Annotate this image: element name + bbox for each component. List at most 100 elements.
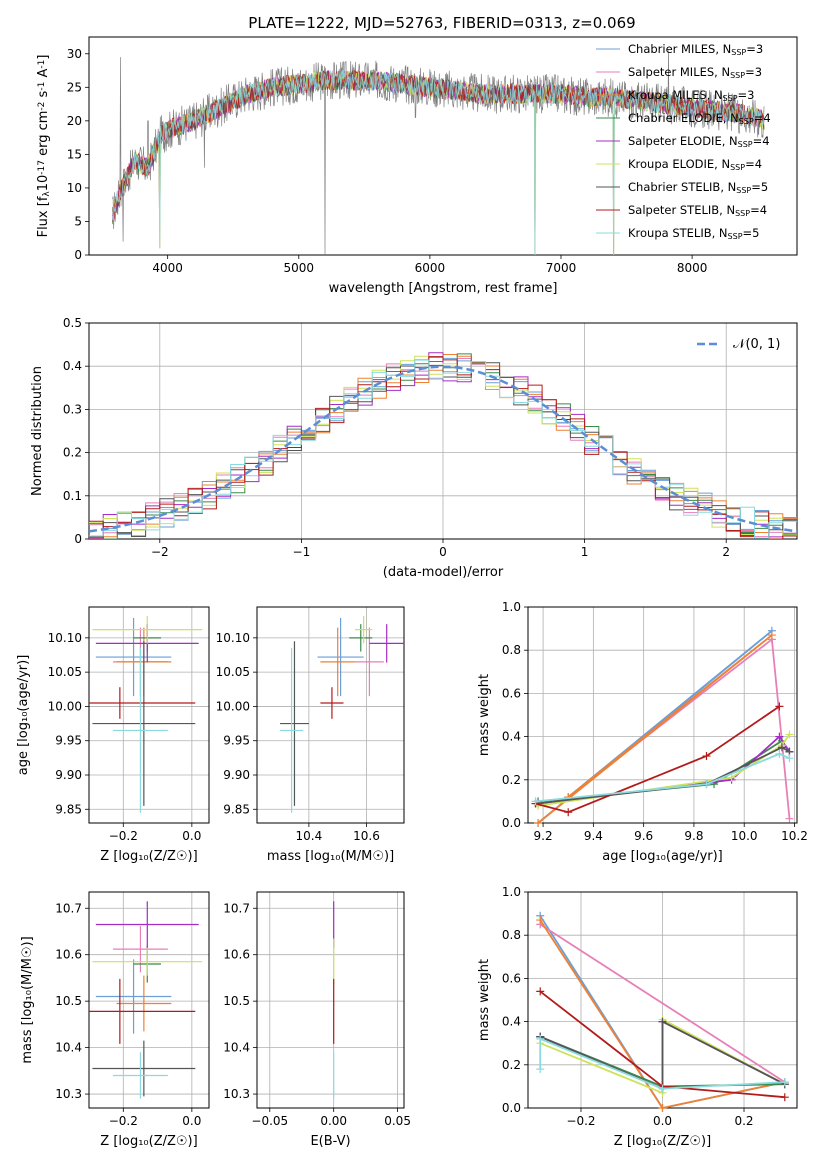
legend-label-value: =3 xyxy=(745,65,762,79)
y-tick-label: 9.95 xyxy=(55,734,82,748)
legend-label-main: Chabrier STELIB, N xyxy=(628,180,736,194)
x-axis-label: Z [log₁₀(Z/Z☉)] xyxy=(100,849,197,864)
x-axis-label: age [log₁₀(age/yr)] xyxy=(602,849,723,864)
legend-label: Salpeter MILES, NSSP=3 xyxy=(628,65,762,80)
y-tick-label: 10.6 xyxy=(223,948,250,962)
weight-point-marker xyxy=(534,819,543,827)
x-tick-label: 0 xyxy=(439,545,447,559)
legend-label: Salpeter STELIB, NSSP=4 xyxy=(628,203,767,218)
y-axis-label-part: -17 xyxy=(37,160,47,175)
age-vs-mass-panel: 10.4 10.6 9.85 9.90 9.95 10.00 10.05 10.10 mass … xyxy=(216,606,405,864)
y-tick-label: 0.1 xyxy=(63,489,82,503)
y-axis-label-part: A xyxy=(36,69,51,82)
y-tick-label: 0 xyxy=(74,248,82,262)
residuals-panel: −2 −1 0 1 2 0 0.1 0.2 0.3 0.4 0.5 (data-model)/erro… xyxy=(30,316,798,580)
y-tick-label: 9.85 xyxy=(223,802,250,816)
y-axis-label-part: Flux [f xyxy=(36,196,51,237)
x-tick-label: 5000 xyxy=(284,261,315,275)
weight-point-marker xyxy=(536,916,545,925)
x-tick-label: 6000 xyxy=(415,261,446,275)
weight-series-line xyxy=(537,733,791,807)
y-axis-label-part: -2 xyxy=(37,102,47,111)
legend-label-value: =5 xyxy=(743,226,760,240)
y-axis-label-part: λ xyxy=(42,191,52,197)
legend-label-sub: SSP xyxy=(723,94,738,103)
weight-point-marker xyxy=(780,1078,789,1087)
gaussian-curve xyxy=(89,365,797,533)
x-tick-label: 10.0 xyxy=(731,829,758,843)
y-tick-label: 1.0 xyxy=(502,885,521,899)
y-tick-label: 0.8 xyxy=(502,928,521,942)
legend-label-main: Salpeter MILES, N xyxy=(628,65,730,79)
legend-label-sub: SSP xyxy=(739,117,754,126)
x-tick-label: −0.05 xyxy=(251,1114,288,1128)
legend-label-main: Chabrier MILES, N xyxy=(628,42,731,56)
legend-label-main: Kroupa ELODIE, N xyxy=(628,157,730,171)
weight-series-line xyxy=(567,637,791,819)
y-tick-label: 0.8 xyxy=(502,643,521,657)
y-axis-label-part: -1 xyxy=(37,60,47,69)
weight-point-marker xyxy=(785,814,794,823)
y-tick-label: 10.4 xyxy=(223,1041,250,1055)
x-tick-label: −0.2 xyxy=(109,829,138,843)
legend-label-sub: SSP xyxy=(736,186,751,195)
y-tick-label: 10.05 xyxy=(216,665,250,679)
y-tick-label: 9.85 xyxy=(55,802,82,816)
legend-label-sub: SSP xyxy=(730,71,745,80)
x-tick-label: 0.0 xyxy=(182,1114,201,1128)
weight-point-marker xyxy=(777,743,786,752)
weight-point-marker xyxy=(658,1104,667,1112)
y-axis-label: mass weight xyxy=(477,674,492,756)
y-tick-label: 10.7 xyxy=(55,901,82,915)
x-tick-label: 0.05 xyxy=(384,1114,411,1128)
y-tick-label: 10.7 xyxy=(223,901,250,915)
axes-frame xyxy=(256,606,405,824)
x-axis-label: E(B-V) xyxy=(310,1134,350,1149)
y-tick-label: 10 xyxy=(67,181,82,195)
weight-series-line xyxy=(537,634,773,824)
weight-vs-metallicity-panel: −0.2 0.0 0.2 0.0 0.2 0.4 0.6 0.8 1.0 Z [log₁₀(Z/Z… xyxy=(477,885,798,1149)
y-axis-label: Flux [fλ10-17 erg cm-2 s-1 A-1] xyxy=(36,55,52,238)
legend-label-main: Kroupa MILES, N xyxy=(628,88,723,102)
legend-label-value: =3 xyxy=(746,42,763,56)
y-tick-label: 25 xyxy=(67,80,82,94)
axes-frame xyxy=(88,36,798,256)
legend-label-value: =4 xyxy=(745,157,762,171)
legend-label-sub: SSP xyxy=(731,48,746,57)
weight-point-marker xyxy=(775,732,784,741)
y-tick-label: 15 xyxy=(67,147,82,161)
y-axis-label: age [log₁₀(age/yr)] xyxy=(16,655,31,776)
y-tick-label: 0 xyxy=(74,532,82,546)
weight-point-marker xyxy=(785,730,794,739)
y-axis-label-part: erg cm xyxy=(36,111,51,160)
age-vs-metallicity-panel: −0.2 0.0 9.85 9.90 9.95 10.00 10.05 10.10 Z [log… xyxy=(16,606,210,864)
x-tick-label: −0.2 xyxy=(566,1114,595,1128)
y-tick-label: 10.4 xyxy=(55,1041,82,1055)
y-tick-label: 10.10 xyxy=(216,631,250,645)
legend-label: 𝒩(0, 1) xyxy=(733,337,780,352)
weight-point-marker xyxy=(658,1017,667,1026)
x-axis-label: mass [log₁₀(M/M☉)] xyxy=(267,849,394,864)
x-tick-label: 0.0 xyxy=(182,829,201,843)
plot-area xyxy=(89,615,203,813)
y-axis-label-part: -1 xyxy=(37,82,47,91)
weight-point-marker xyxy=(702,780,711,789)
weight-point-marker xyxy=(658,1084,667,1093)
x-tick-label: 4000 xyxy=(152,261,183,275)
y-tick-label: 0.3 xyxy=(63,402,82,416)
weight-point-marker xyxy=(785,754,794,763)
weight-point-marker xyxy=(767,631,776,640)
legend-label-value: =3 xyxy=(738,88,755,102)
figure-title: PLATE=1222, MJD=52763, FIBERID=0313, z=0… xyxy=(248,14,635,32)
y-tick-label: 9.95 xyxy=(223,734,250,748)
x-axis-label: wavelength [Angstrom, rest frame] xyxy=(329,281,558,296)
weight-point-marker xyxy=(536,1034,545,1043)
legend-label: Chabrier MILES, NSSP=3 xyxy=(628,42,763,57)
y-tick-label: 5 xyxy=(74,214,82,228)
y-tick-label: 10.3 xyxy=(55,1087,82,1101)
weight-point-marker xyxy=(531,797,540,806)
legend-label-main: Kroupa STELIB, N xyxy=(628,226,728,240)
y-axis-label: mass weight xyxy=(477,959,492,1041)
y-tick-label: 10.05 xyxy=(48,665,82,679)
plot-area xyxy=(89,352,797,539)
